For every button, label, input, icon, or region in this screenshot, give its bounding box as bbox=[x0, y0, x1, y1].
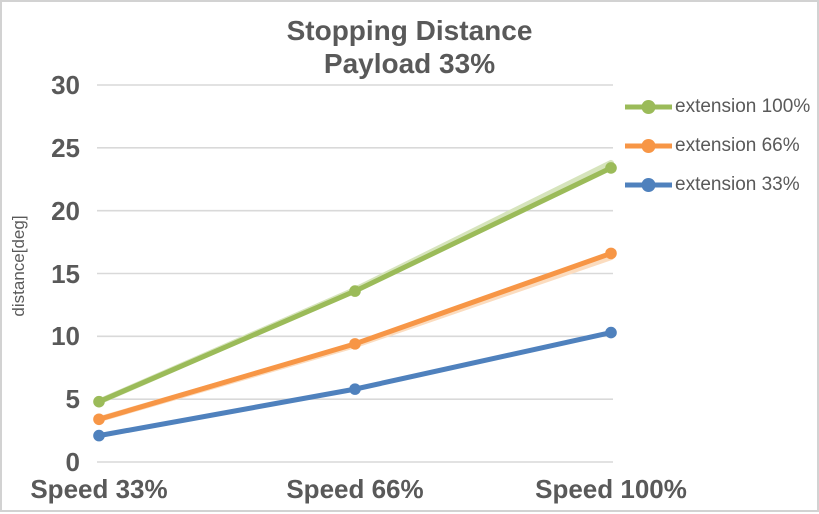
y-tick-label: 0 bbox=[65, 447, 80, 477]
data-point-marker bbox=[349, 338, 361, 350]
y-tick-label: 30 bbox=[51, 70, 80, 100]
data-point-marker bbox=[93, 429, 105, 442]
y-tick-label: 25 bbox=[51, 132, 80, 163]
legend-label: extension 33% bbox=[675, 173, 800, 195]
data-point-marker bbox=[349, 383, 361, 395]
chart-title: Stopping Distance Payload 33% bbox=[2, 14, 817, 80]
legend-item: extension 100% bbox=[625, 87, 817, 126]
legend-line-marker-icon bbox=[625, 138, 672, 153]
legend-item: extension 66% bbox=[625, 126, 817, 165]
x-tick-label: Speed 100% bbox=[535, 474, 687, 504]
legend-line-marker-icon bbox=[625, 177, 672, 192]
data-point-marker bbox=[605, 162, 617, 174]
data-point-marker bbox=[605, 247, 617, 260]
legend-label: extension 100% bbox=[675, 95, 811, 117]
y-tick-label: 5 bbox=[65, 384, 80, 415]
data-point-marker bbox=[93, 395, 105, 408]
legend: extension 100% extension 66% extension 33% bbox=[625, 87, 817, 204]
chart-title-line2: Payload 33% bbox=[323, 48, 496, 79]
y-tick-label: 15 bbox=[51, 258, 80, 289]
x-tick-label: Speed 66% bbox=[286, 474, 424, 504]
legend-item: extension 33% bbox=[625, 165, 817, 204]
y-tick-label: 10 bbox=[51, 321, 80, 352]
data-point-marker bbox=[349, 285, 361, 297]
x-tick-label: Speed 33% bbox=[30, 474, 168, 504]
data-point-marker bbox=[605, 326, 617, 339]
legend-line-marker-icon bbox=[625, 99, 672, 114]
y-tick-label: 20 bbox=[51, 195, 80, 226]
chart-title-line1: Stopping Distance bbox=[286, 15, 533, 46]
legend-label: extension 66% bbox=[675, 134, 800, 156]
data-point-marker bbox=[93, 413, 105, 426]
